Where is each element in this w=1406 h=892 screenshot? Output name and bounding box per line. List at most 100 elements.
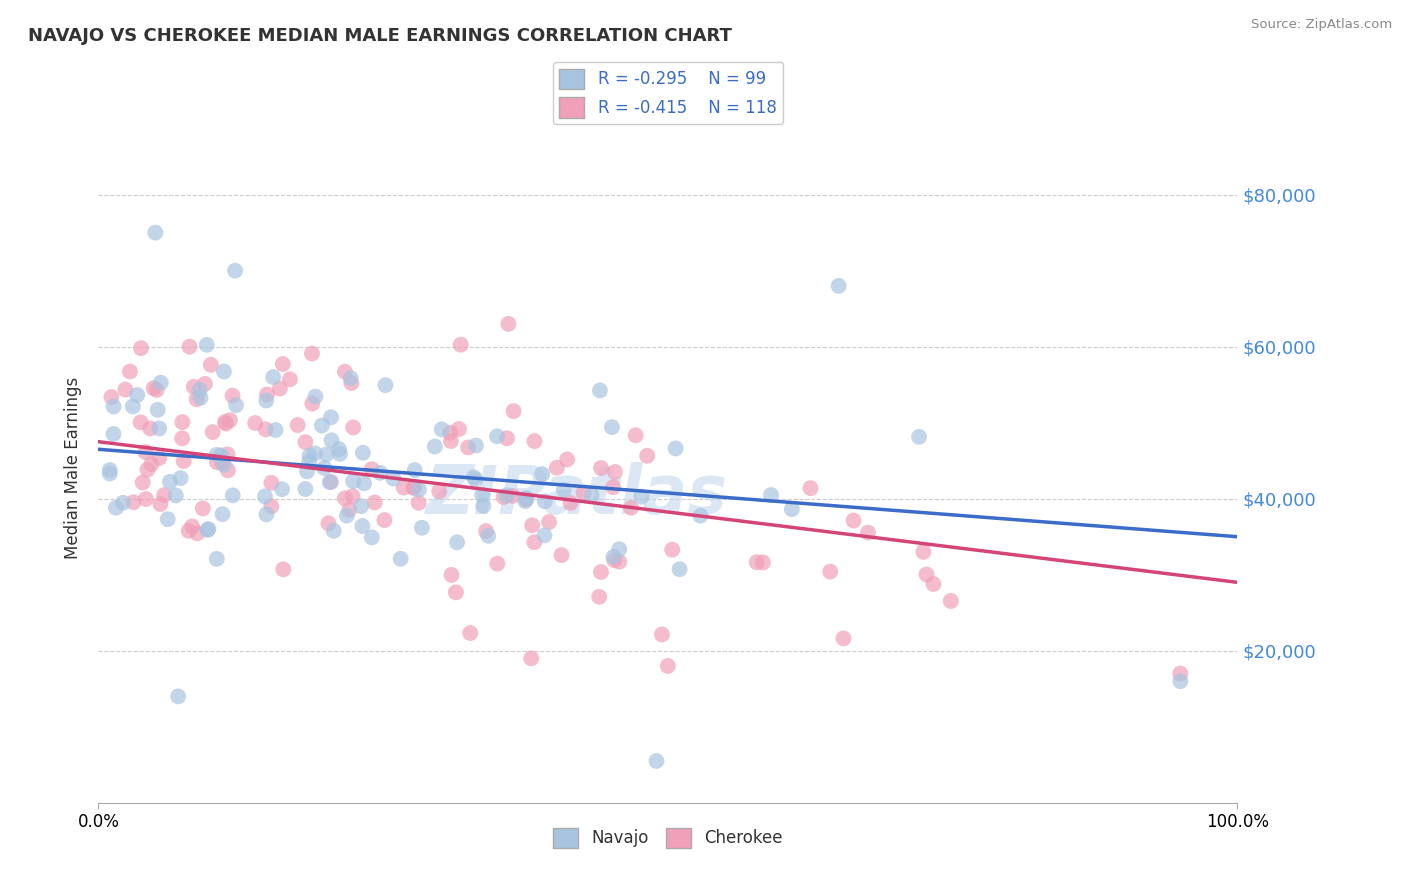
Text: Source: ZipAtlas.com: Source: ZipAtlas.com bbox=[1251, 18, 1392, 31]
Point bbox=[352, 446, 374, 460]
Point bbox=[278, 372, 301, 386]
Point bbox=[520, 518, 543, 533]
Point bbox=[177, 524, 200, 538]
Point bbox=[181, 519, 204, 533]
Point bbox=[427, 484, 450, 499]
Point bbox=[620, 500, 643, 515]
Point bbox=[129, 416, 152, 430]
Point bbox=[922, 577, 945, 591]
Point bbox=[156, 512, 179, 526]
Text: NAVAJO VS CHEROKEE MEDIAN MALE EARNINGS CORRELATION CHART: NAVAJO VS CHEROKEE MEDIAN MALE EARNINGS … bbox=[28, 27, 733, 45]
Point bbox=[523, 434, 546, 448]
Point bbox=[135, 491, 157, 506]
Point bbox=[668, 562, 690, 576]
Point bbox=[179, 340, 201, 354]
Point bbox=[645, 754, 668, 768]
Point bbox=[209, 449, 232, 463]
Point bbox=[172, 415, 194, 429]
Point bbox=[589, 461, 612, 475]
Point bbox=[167, 690, 190, 704]
Point bbox=[194, 376, 217, 391]
Point bbox=[856, 525, 879, 540]
Point bbox=[534, 494, 557, 508]
Point bbox=[342, 489, 364, 503]
Point bbox=[319, 475, 342, 490]
Point bbox=[342, 420, 364, 434]
Point bbox=[408, 496, 430, 510]
Point bbox=[148, 451, 170, 466]
Point bbox=[321, 434, 343, 448]
Point bbox=[501, 489, 523, 503]
Point bbox=[523, 535, 546, 549]
Point bbox=[607, 542, 630, 557]
Point bbox=[553, 483, 575, 497]
Point bbox=[183, 380, 205, 394]
Point bbox=[100, 390, 122, 404]
Point bbox=[165, 488, 187, 502]
Point bbox=[651, 627, 673, 641]
Point bbox=[197, 522, 219, 536]
Point bbox=[581, 488, 603, 502]
Point bbox=[145, 383, 167, 397]
Point bbox=[269, 382, 291, 396]
Point bbox=[350, 499, 373, 513]
Point bbox=[301, 397, 323, 411]
Point bbox=[636, 449, 658, 463]
Point bbox=[546, 460, 568, 475]
Point bbox=[515, 492, 537, 507]
Point bbox=[191, 501, 214, 516]
Point bbox=[333, 491, 356, 506]
Point bbox=[1170, 666, 1192, 681]
Point bbox=[447, 422, 470, 436]
Point bbox=[440, 434, 463, 448]
Point bbox=[402, 481, 425, 495]
Point bbox=[159, 475, 181, 489]
Point bbox=[222, 488, 245, 502]
Point bbox=[149, 497, 172, 511]
Point bbox=[657, 659, 679, 673]
Point bbox=[211, 507, 233, 521]
Point bbox=[516, 491, 538, 505]
Point bbox=[602, 549, 624, 564]
Point bbox=[533, 528, 555, 542]
Point bbox=[492, 490, 515, 504]
Point bbox=[134, 445, 156, 459]
Point bbox=[630, 490, 652, 504]
Point bbox=[256, 387, 278, 401]
Point bbox=[402, 480, 425, 494]
Point bbox=[689, 508, 711, 523]
Point bbox=[915, 567, 938, 582]
Point bbox=[200, 358, 222, 372]
Point bbox=[201, 425, 224, 439]
Point bbox=[589, 384, 612, 398]
Point bbox=[486, 429, 509, 443]
Point bbox=[475, 524, 498, 538]
Point bbox=[353, 476, 375, 491]
Point bbox=[318, 516, 340, 531]
Point bbox=[294, 435, 316, 450]
Point bbox=[219, 413, 242, 427]
Point bbox=[169, 471, 191, 485]
Point bbox=[360, 462, 382, 476]
Point bbox=[602, 480, 624, 494]
Point bbox=[205, 448, 228, 462]
Point bbox=[262, 370, 284, 384]
Point bbox=[603, 553, 626, 567]
Point bbox=[98, 467, 121, 481]
Point bbox=[304, 390, 326, 404]
Point bbox=[328, 442, 350, 456]
Point bbox=[382, 472, 405, 486]
Point bbox=[114, 383, 136, 397]
Point bbox=[515, 494, 537, 508]
Point bbox=[444, 585, 467, 599]
Point bbox=[319, 410, 342, 425]
Point bbox=[624, 428, 647, 442]
Point bbox=[588, 590, 610, 604]
Point bbox=[260, 500, 283, 514]
Point bbox=[136, 462, 159, 476]
Point bbox=[217, 447, 239, 461]
Point bbox=[828, 278, 851, 293]
Point bbox=[294, 482, 316, 496]
Point bbox=[315, 447, 337, 461]
Point bbox=[842, 514, 865, 528]
